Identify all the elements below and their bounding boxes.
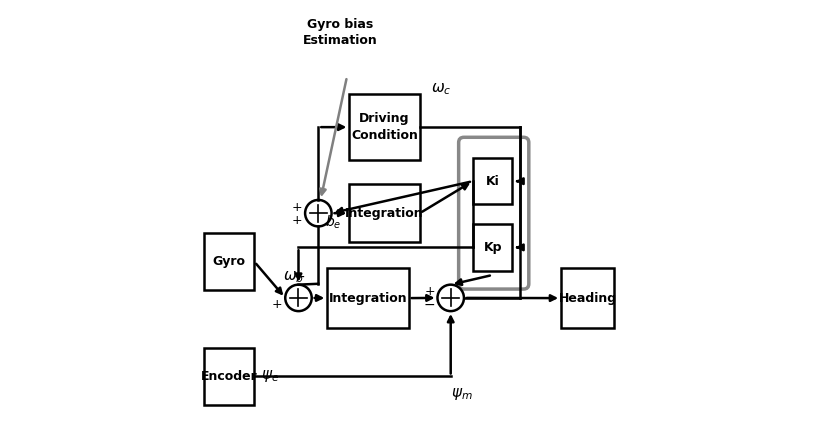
Bar [349,185,420,242]
Text: −: − [294,270,306,284]
Text: $\psi_m$: $\psi_m$ [450,386,473,402]
Text: Gyro bias
Estimation: Gyro bias Estimation [303,18,378,47]
Text: Integration: Integration [345,206,424,220]
Circle shape [437,285,464,311]
Text: +: + [292,201,302,214]
Text: Integration: Integration [329,292,407,305]
Circle shape [305,200,331,226]
Bar [349,94,420,160]
Bar [473,224,512,270]
Text: Encoder: Encoder [201,370,257,383]
Text: $\omega_c$: $\omega_c$ [431,82,451,98]
Bar [561,268,614,328]
Circle shape [285,285,312,311]
Text: $\psi_e$: $\psi_e$ [261,369,279,385]
Bar [327,268,409,328]
Text: Kp: Kp [483,241,502,254]
Text: $\omega_b$: $\omega_b$ [283,270,304,285]
Text: Driving
Condition: Driving Condition [351,112,418,142]
Text: +: + [424,285,435,298]
Text: Ki: Ki [486,174,500,188]
Bar [473,158,512,204]
Text: Gyro: Gyro [213,255,246,268]
Text: $b_e$: $b_e$ [325,213,341,231]
Bar [204,233,254,290]
Text: Heading: Heading [558,292,616,305]
Text: +: + [272,298,283,311]
Text: +: + [292,214,302,227]
Bar [204,348,254,405]
Text: −: − [423,298,436,312]
